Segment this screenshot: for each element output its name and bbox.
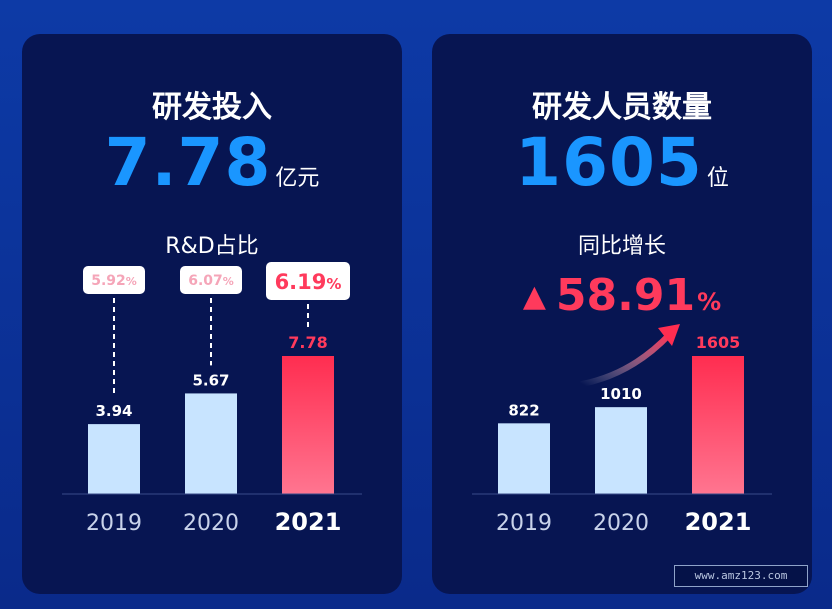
percent-unit: %	[326, 275, 341, 293]
bar-2020	[595, 407, 647, 494]
percent-box-2019	[83, 266, 145, 294]
x-tick-label-2020: 2020	[183, 511, 239, 536]
headline-figure: 1605 位	[432, 124, 812, 201]
percent-box-2021	[266, 262, 350, 300]
percent-label-2019: 5.92%	[91, 273, 137, 289]
percent-label-2021: 6.19%	[275, 270, 342, 294]
percent-number: 6.19	[275, 270, 327, 294]
rd-staff-panel: 研发人员数量 1605 位 同比增长 ▲ 58.91% 822 2019 1010 202…	[432, 34, 812, 594]
value-label-2019: 3.94	[95, 402, 132, 420]
x-tick-label-2019: 2019	[496, 511, 552, 536]
watermark: www.amz123.com	[674, 565, 808, 587]
up-triangle-icon: ▲	[522, 279, 546, 314]
percent-unit: %	[223, 275, 234, 288]
trend-arrow-head-icon	[658, 324, 680, 346]
x-tick-label-2019: 2019	[86, 511, 142, 536]
subtitle: 同比增长	[577, 234, 666, 259]
bar-2020	[185, 393, 237, 494]
x-tick-label-2021: 2021	[685, 508, 752, 536]
value-label-2020: 5.67	[192, 371, 229, 389]
growth-value: 58.91	[555, 270, 696, 321]
big-number: 7.78	[104, 124, 272, 201]
percent-number: 5.92	[91, 273, 126, 289]
big-number: 1605	[515, 124, 703, 201]
x-tick-label-2020: 2020	[593, 511, 649, 536]
percent-label-2020: 6.07%	[188, 273, 234, 289]
big-unit: 亿元	[275, 166, 320, 191]
percent-number: 6.07	[188, 273, 223, 289]
panel-title: 研发人员数量	[532, 90, 712, 125]
big-unit: 位	[706, 166, 729, 191]
subtitle: R&D占比	[165, 234, 259, 259]
headline-figure: 7.78 亿元	[22, 124, 402, 201]
value-label-2021: 1605	[696, 333, 741, 352]
panel-title: 研发投入	[152, 90, 272, 125]
value-label-2019: 822	[508, 401, 539, 419]
bar-2019	[498, 423, 550, 494]
percent-unit: %	[126, 275, 137, 288]
rd-staff-bar-chart: 822 2019 1010 2020 1605 2021	[472, 324, 772, 536]
bar-2019	[88, 424, 140, 494]
rd-investment-panel: 研发投入 7.78 亿元 R&D占比 3.94 2019 5.67 2020 7.78 20…	[22, 34, 402, 594]
trend-arrow-line	[579, 331, 673, 387]
x-tick-label-2021: 2021	[275, 508, 342, 536]
percent-box-2020	[180, 266, 242, 294]
bar-2021	[282, 356, 334, 494]
value-label-2021: 7.78	[288, 333, 327, 352]
value-label-2020: 1010	[600, 385, 642, 403]
growth-unit: %	[697, 288, 722, 316]
growth-row: ▲ 58.91%	[432, 270, 812, 321]
bar-2021	[692, 356, 744, 494]
